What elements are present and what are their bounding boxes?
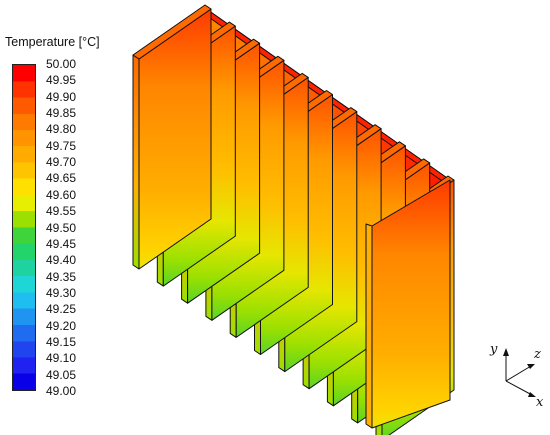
fin-1-top: [132, 4, 212, 60]
legend-tick-49-10: 49.10: [46, 351, 77, 366]
legend-tick-49-70: 49.70: [46, 155, 77, 170]
legend-tick-50-00: 50.00: [46, 57, 77, 71]
y-axis-label: y: [489, 342, 498, 357]
heat-sink-geometry: [132, 4, 455, 435]
color-scale-bar: [12, 64, 36, 391]
x-axis-line: [505, 380, 533, 396]
end-fin-edge: [365, 223, 373, 429]
legend-tick-49-20: 49.20: [46, 318, 77, 333]
x-axis-arrow: [528, 392, 536, 397]
legend-tick-49-80: 49.80: [46, 122, 77, 137]
legend-tick-49-55: 49.55: [46, 204, 77, 219]
legend-tick-49-40: 49.40: [46, 253, 77, 268]
legend-tick-49-65: 49.65: [46, 171, 77, 186]
legend-tick-49-75: 49.75: [46, 138, 77, 153]
legend-tick-49-50: 49.50: [46, 220, 77, 235]
z-axis-label: z: [533, 347, 541, 362]
z-axis-line: [505, 365, 532, 382]
legend-tick-49-05: 49.05: [46, 367, 77, 382]
color-scale-ticks: 50.00 49.95 49.90 49.85 49.80 49.75 49.70 49.65…: [46, 0, 106, 435]
z-axis-arrow: [527, 364, 535, 369]
legend-title: Temperature [°C]: [5, 35, 100, 49]
legend-tick-49-45: 49.45: [46, 236, 77, 251]
legend-tick-49-95: 49.95: [46, 73, 77, 88]
y-axis-arrow: [503, 348, 509, 356]
legend-tick-49-85: 49.85: [46, 106, 77, 121]
x-axis-label: x: [536, 395, 544, 410]
legend-tick-49-30: 49.30: [46, 285, 77, 300]
legend-tick-49-60: 49.60: [46, 187, 77, 202]
legend-tick-49-25: 49.25: [46, 302, 77, 317]
legend-tick-49-00: 49.00: [46, 384, 77, 398]
legend-tick-49-90: 49.90: [46, 89, 77, 104]
legend-tick-49-15: 49.15: [46, 334, 77, 349]
legend-tick-49-35: 49.35: [46, 269, 77, 284]
